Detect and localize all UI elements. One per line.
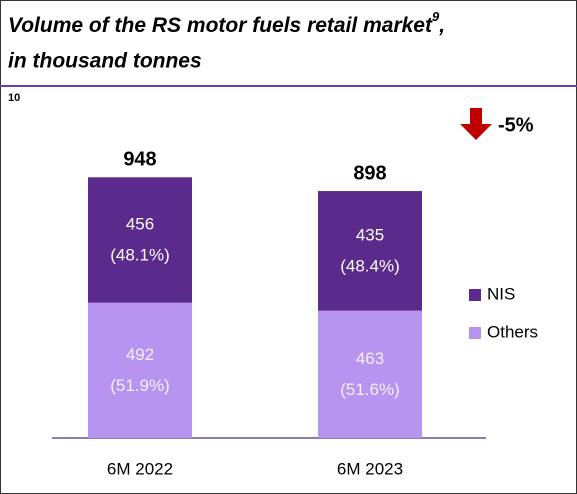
value-label: 435 (356, 225, 384, 244)
x-tick-label: 6M 2022 (107, 459, 173, 478)
legend-swatch (469, 327, 481, 339)
down-arrow (460, 108, 492, 140)
bar-segment (318, 191, 422, 311)
share-label: (51.6%) (340, 380, 400, 399)
value-label: 492 (126, 345, 154, 364)
bar-segment (88, 302, 192, 438)
legend-swatch (469, 289, 481, 301)
chart-title: Volume of the RS motor fuels retail mark… (8, 9, 445, 36)
title-punct: , (438, 14, 445, 37)
x-tick-label: 6M 2023 (337, 459, 403, 478)
chart-title: in thousand tonnes (8, 50, 202, 73)
note: 10 (8, 92, 20, 104)
change-label: -5% (498, 114, 534, 136)
bar-segment (88, 177, 192, 303)
title-line: Volume of the RS motor fuels retail mark… (8, 14, 433, 37)
bar-segment (318, 310, 422, 438)
value-label: 463 (356, 349, 384, 368)
share-label: (48.1%) (110, 245, 170, 264)
share-label: (48.4%) (340, 256, 400, 275)
legend-label: Others (487, 322, 538, 341)
title-footnote: 9 (432, 9, 440, 24)
total-label: 948 (123, 149, 156, 171)
value-label: 456 (126, 214, 154, 233)
total-label: 898 (353, 162, 386, 184)
share-label: (51.9%) (110, 376, 170, 395)
legend-label: NIS (487, 284, 515, 303)
